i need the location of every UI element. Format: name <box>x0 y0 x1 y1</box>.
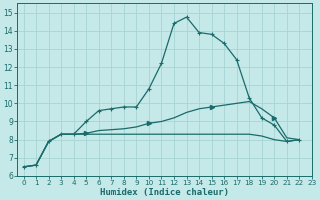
X-axis label: Humidex (Indice chaleur): Humidex (Indice chaleur) <box>100 188 229 197</box>
